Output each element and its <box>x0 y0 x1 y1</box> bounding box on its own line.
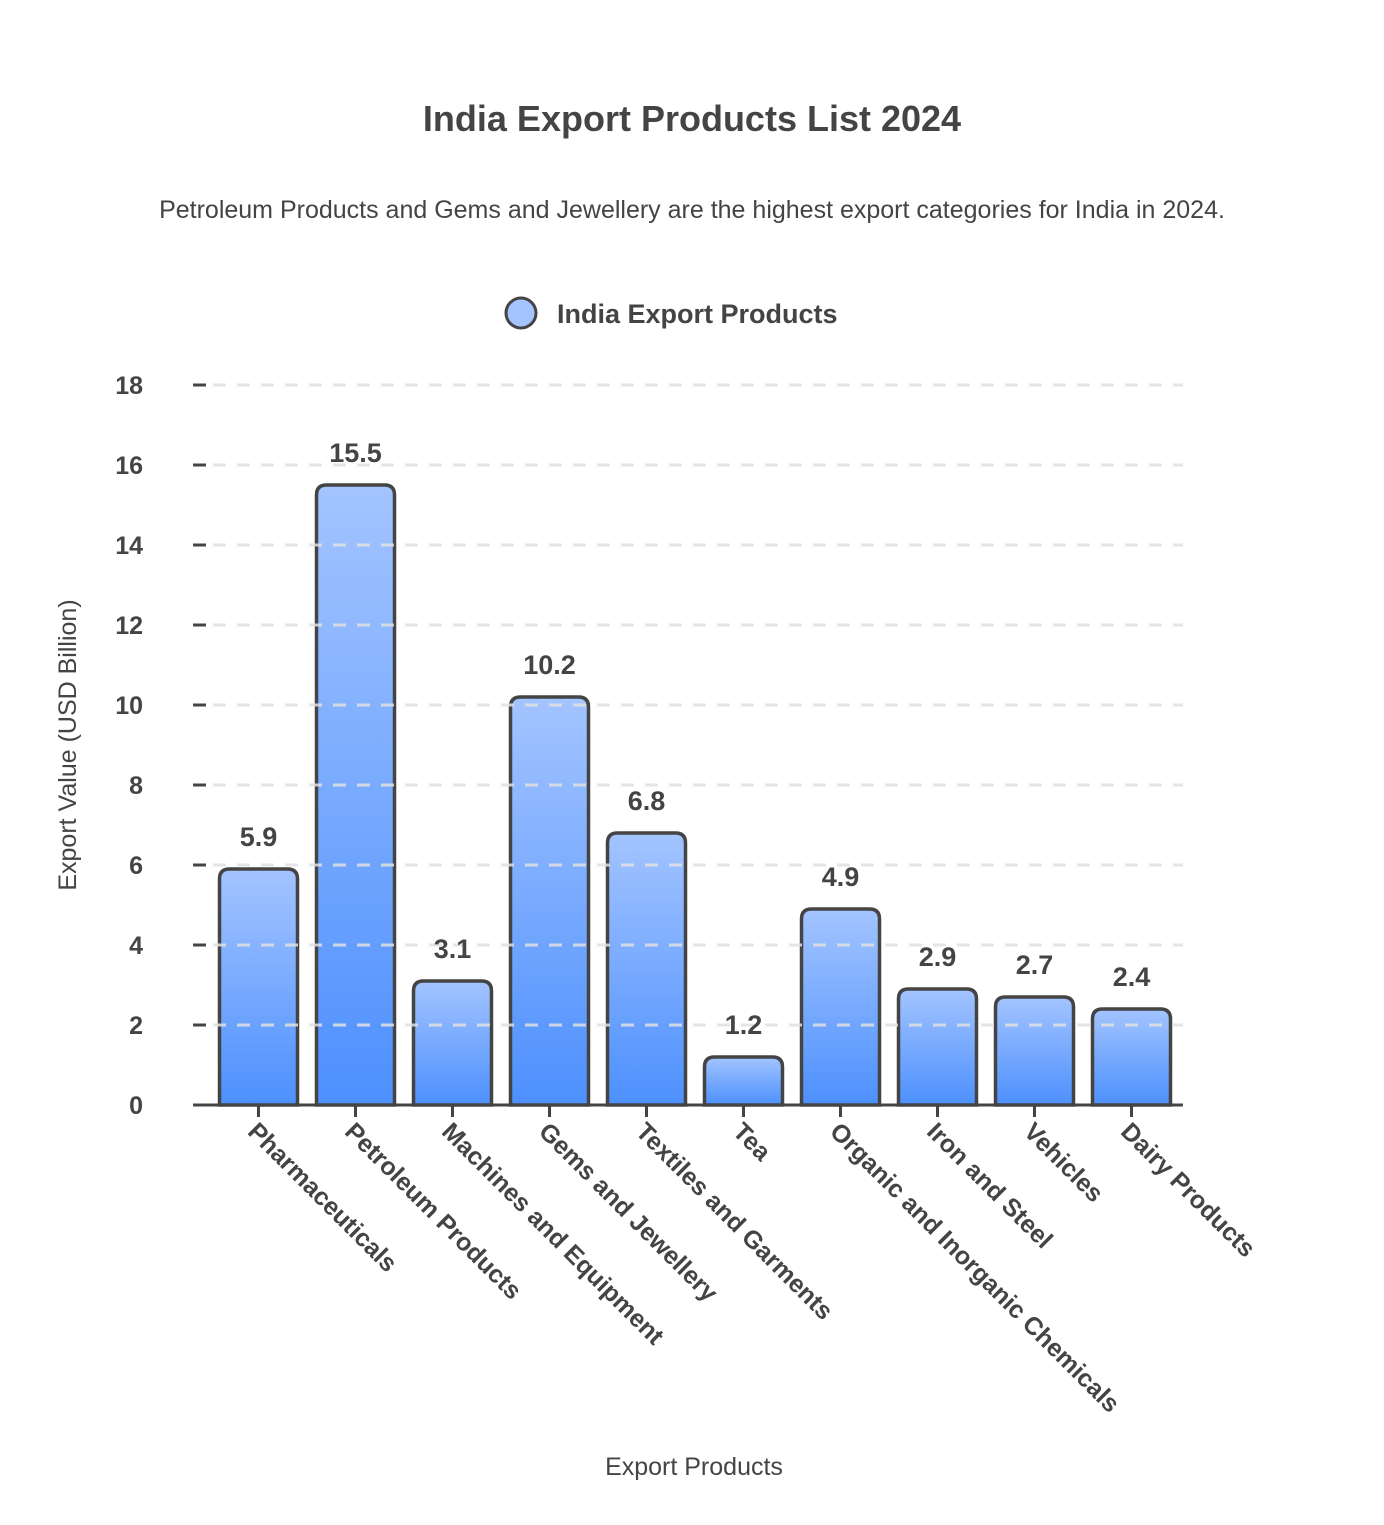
data-label: 2.9 <box>919 942 957 972</box>
y-tick-label: 14 <box>115 532 143 560</box>
legend-swatch <box>504 296 538 330</box>
y-tick-label: 2 <box>129 1012 143 1040</box>
y-tick-label: 10 <box>115 692 143 720</box>
x-tick-label: Vehicles <box>1018 1117 1109 1208</box>
x-tick-label: Dairy Products <box>1115 1117 1261 1263</box>
data-label: 2.4 <box>1113 962 1151 992</box>
bar <box>993 995 1076 1107</box>
bar <box>508 695 591 1107</box>
x-tick-label: Textiles and Garments <box>630 1117 838 1325</box>
x-tick-label: Petroleum Products <box>339 1117 527 1305</box>
bar <box>605 831 688 1107</box>
data-label: 6.8 <box>628 786 666 816</box>
y-tick-label: 8 <box>129 772 143 800</box>
bar <box>799 907 882 1107</box>
data-label: 2.7 <box>1016 950 1054 980</box>
chart-subtitle: Petroleum Products and Gems and Jeweller… <box>159 196 1225 224</box>
bar <box>1090 1007 1173 1107</box>
x-axis-label: Export Products <box>605 1453 783 1481</box>
bar <box>896 987 979 1107</box>
data-label: 15.5 <box>329 438 382 468</box>
bar <box>217 867 300 1107</box>
y-tick-label: 0 <box>129 1092 143 1120</box>
y-tick-label: 6 <box>129 852 143 880</box>
y-axis-label: Export Value (USD Billion) <box>54 599 82 890</box>
y-tick-label: 4 <box>129 932 143 960</box>
data-label: 3.1 <box>434 934 472 964</box>
y-tick-label: 12 <box>115 612 143 640</box>
bar <box>411 979 494 1107</box>
data-label: 10.2 <box>523 650 576 680</box>
x-tick-label: Gems and Jewellery <box>533 1117 723 1307</box>
chart-title: India Export Products List 2024 <box>422 98 962 139</box>
data-label: 4.9 <box>822 862 860 892</box>
data-label: 5.9 <box>240 822 278 852</box>
x-tick-label: Tea <box>727 1117 777 1167</box>
legend-label: India Export Products <box>557 299 838 329</box>
bar <box>314 483 397 1107</box>
y-tick-label: 18 <box>115 372 143 400</box>
y-tick-label: 16 <box>115 452 143 480</box>
data-label: 1.2 <box>725 1010 763 1040</box>
legend: India Export Products <box>504 296 838 330</box>
bar <box>702 1055 785 1107</box>
